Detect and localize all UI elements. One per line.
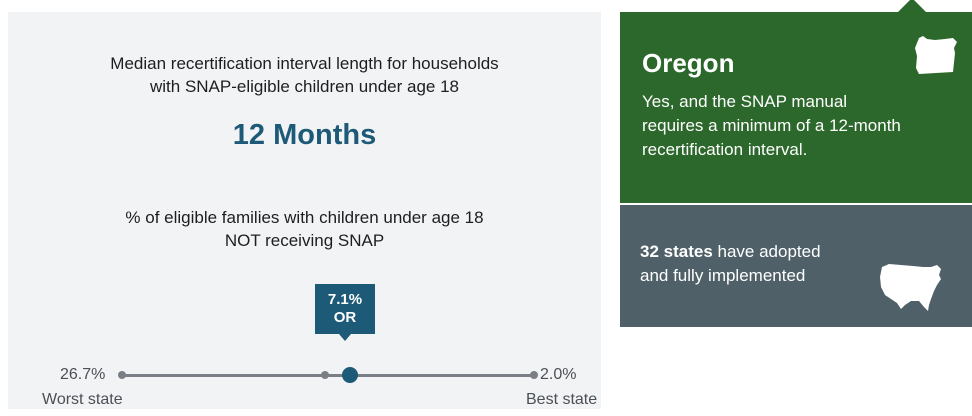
pct-not-receiving-label: % of eligible families with children und… [8, 206, 601, 252]
usa-map-icon [880, 264, 941, 311]
summary-line: and fully implemented [640, 266, 806, 285]
median-dot [321, 371, 329, 379]
interval-label: Median recertification interval length f… [8, 52, 601, 98]
pct-label-line: % of eligible families with children und… [125, 208, 484, 227]
status-line: requires a minimum of a 12-month [642, 116, 901, 135]
worst-state-value: 26.7% [60, 366, 106, 383]
pct-label-line: NOT receiving SNAP [224, 231, 385, 250]
interval-label-line: Median recertification interval length f… [110, 54, 499, 73]
callout-value: 7.1% [327, 291, 363, 308]
state-value-callout: 7.1% OR [315, 284, 375, 334]
state-position-marker [342, 367, 358, 383]
state-metrics-panel: Median recertification interval length f… [8, 12, 601, 409]
interval-label-line: with SNAP-eligible children under age 18 [149, 77, 459, 96]
summary-line: 32 states have adopted [640, 240, 821, 264]
callout-state: OR [333, 309, 357, 326]
callout-pointer [339, 334, 351, 341]
adoption-summary-panel: 32 states have adopted and fully impleme… [620, 205, 972, 327]
interval-value: 12 Months [232, 119, 377, 151]
best-state-caption: Best state [526, 391, 598, 408]
best-state-value: 2.0% [540, 366, 577, 383]
adopted-state-count: 32 states [640, 242, 713, 261]
status-line: recertification interval. [642, 140, 808, 159]
summary-rest: have adopted [712, 242, 821, 261]
worst-state-caption: Worst state [42, 391, 123, 408]
policy-status-panel: Oregon Yes, and the SNAP manual requires… [620, 12, 972, 203]
worst-state-dot [118, 371, 126, 379]
adoption-summary-text: 32 states have adopted and fully impleme… [640, 240, 821, 288]
state-name: Oregon [642, 48, 735, 78]
policy-status-text: Yes, and the SNAP manual requires a mini… [642, 90, 942, 162]
best-state-dot [530, 371, 538, 379]
status-line: Yes, and the SNAP manual [642, 92, 848, 111]
oregon-state-icon [915, 36, 957, 74]
